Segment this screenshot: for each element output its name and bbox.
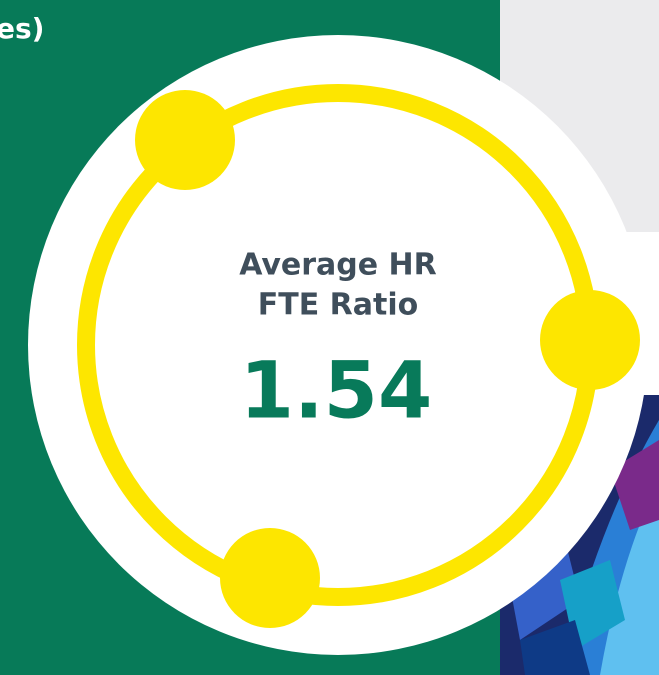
ring-dot	[540, 290, 640, 390]
page: es) Average HR FTE Ratio 1.54 (() => { c…	[0, 0, 659, 675]
ring-dot	[220, 528, 320, 628]
infographic: es) Average HR FTE Ratio 1.54	[0, 0, 659, 675]
stat-value: 1.54	[240, 346, 432, 436]
ring-dot	[135, 90, 235, 190]
stat-label: Average HR	[239, 248, 437, 283]
header-fragment: es)	[0, 12, 44, 45]
stat-label: FTE Ratio	[258, 288, 418, 323]
